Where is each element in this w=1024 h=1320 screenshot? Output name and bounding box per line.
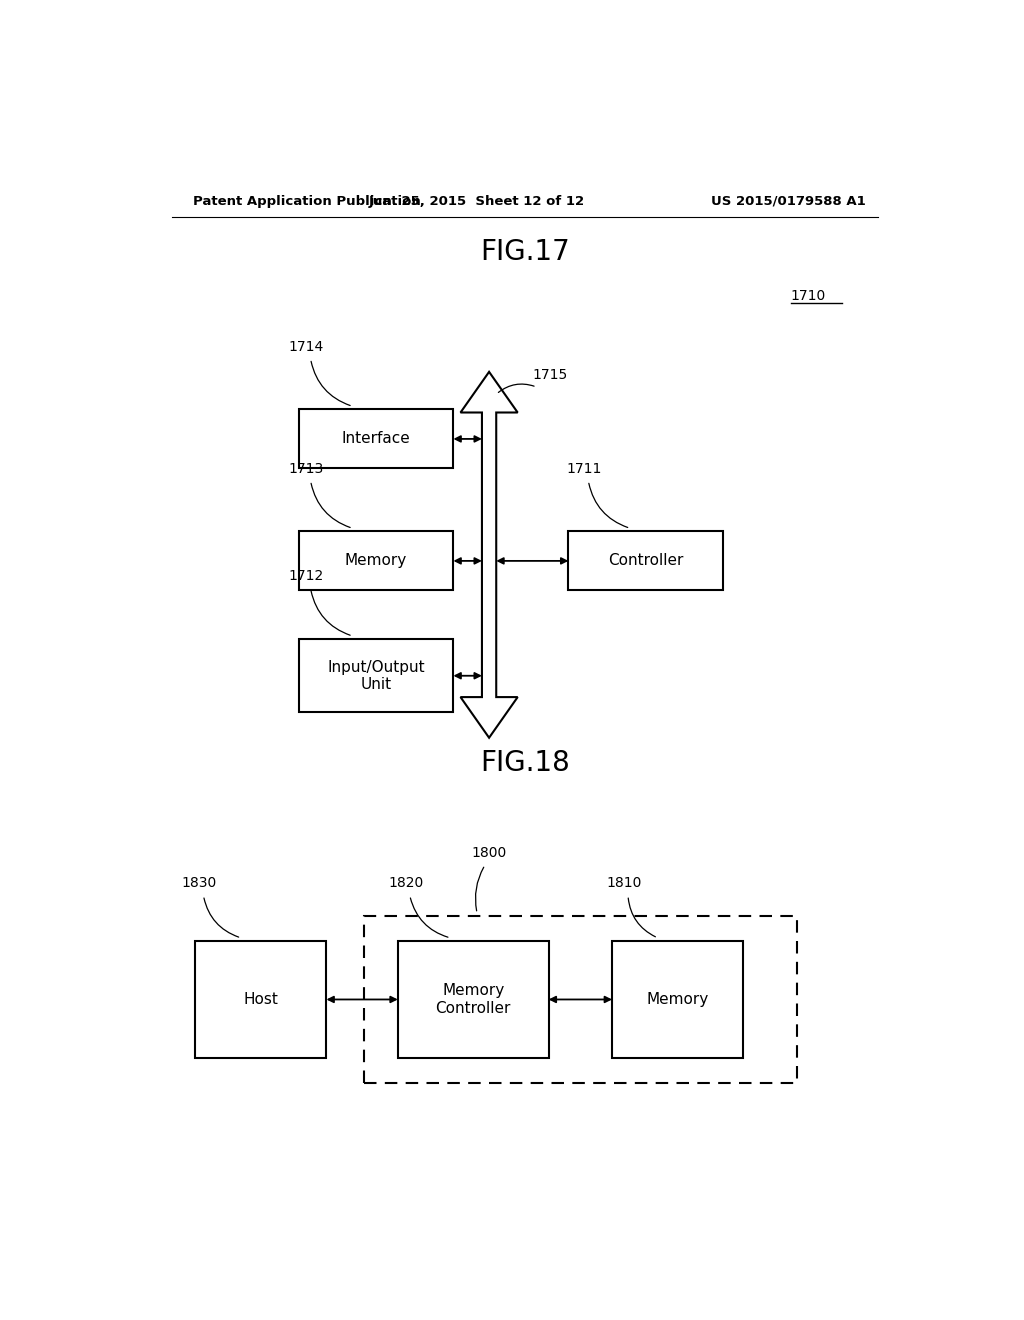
Bar — [568, 532, 723, 590]
Bar — [299, 532, 454, 590]
Bar — [299, 639, 454, 713]
Text: 1800: 1800 — [471, 846, 507, 859]
Bar — [196, 941, 327, 1057]
Text: 1710: 1710 — [791, 289, 826, 302]
Text: Memory
Controller: Memory Controller — [435, 983, 511, 1015]
Text: FIG.18: FIG.18 — [480, 750, 569, 777]
Text: 1715: 1715 — [532, 368, 568, 381]
Bar — [299, 409, 454, 469]
Text: 1714: 1714 — [289, 339, 325, 354]
Text: US 2015/0179588 A1: US 2015/0179588 A1 — [712, 194, 866, 207]
Text: 1820: 1820 — [388, 876, 423, 890]
Text: 1830: 1830 — [182, 876, 217, 890]
Text: Jun. 25, 2015  Sheet 12 of 12: Jun. 25, 2015 Sheet 12 of 12 — [369, 194, 586, 207]
Text: 1810: 1810 — [606, 876, 642, 890]
Text: FIG.17: FIG.17 — [480, 238, 569, 265]
Text: Host: Host — [244, 991, 279, 1007]
Bar — [397, 941, 549, 1057]
Text: Input/Output
Unit: Input/Output Unit — [328, 660, 425, 692]
Text: Memory: Memory — [345, 553, 408, 569]
Polygon shape — [461, 372, 518, 738]
Text: Patent Application Publication: Patent Application Publication — [194, 194, 421, 207]
Text: Memory: Memory — [646, 991, 709, 1007]
Bar — [612, 941, 743, 1057]
Text: 1712: 1712 — [289, 569, 325, 583]
Text: 1711: 1711 — [566, 462, 602, 475]
Text: Interface: Interface — [342, 432, 411, 446]
Text: 1713: 1713 — [289, 462, 325, 475]
Text: Controller: Controller — [608, 553, 683, 569]
Bar — [365, 916, 797, 1084]
